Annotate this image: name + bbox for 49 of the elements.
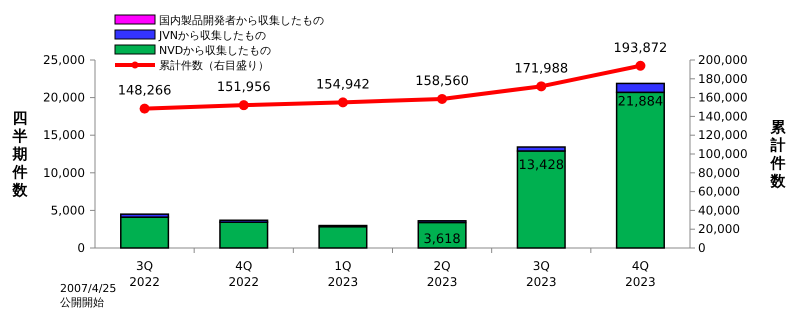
y2-tick-label: 0 bbox=[698, 241, 706, 255]
y2-tick-label: 180,000 bbox=[698, 72, 748, 86]
y2-tick-label: 140,000 bbox=[698, 109, 748, 124]
x-tick-label: 4Q 2023 bbox=[625, 259, 656, 289]
legend-label: NVDから収集したもの bbox=[159, 44, 272, 57]
legend-label: 国内製品開発者から収集したもの bbox=[159, 14, 324, 27]
point bbox=[635, 60, 646, 71]
bar bbox=[516, 150, 566, 249]
bar bbox=[318, 226, 368, 249]
x-tick-label: 2Q 2023 bbox=[426, 259, 458, 289]
y-tick-label: 20,000 bbox=[43, 90, 85, 105]
y-tick-label: 5,000 bbox=[50, 203, 85, 218]
point bbox=[536, 81, 546, 92]
data-label: 154,942 bbox=[316, 77, 370, 92]
y2-tick-label: 100,000 bbox=[698, 147, 748, 161]
total-label: 13,428 bbox=[518, 158, 564, 174]
y2-tick-label: 160,000 bbox=[698, 90, 748, 105]
point bbox=[437, 94, 448, 104]
legend-label: JVNから収集したもの bbox=[158, 29, 266, 42]
y2-tick-label: 120,000 bbox=[698, 128, 748, 142]
x-tick-label: 4Q 2022 bbox=[228, 259, 260, 289]
text: 2007/4/25 公開開始 bbox=[60, 282, 116, 309]
y-tick-label: 0 bbox=[77, 241, 85, 255]
bar bbox=[219, 221, 268, 249]
y-tick-label: 25,000 bbox=[43, 53, 85, 67]
x-tick-label: 1Q 2023 bbox=[328, 259, 358, 289]
y2-axis-title: 累計件数 bbox=[770, 118, 786, 190]
y2-tick-label: 200,000 bbox=[698, 53, 748, 67]
x-tick-label: 3Q 2023 bbox=[526, 259, 557, 289]
legend-label: 累計件数（右目盛り） bbox=[159, 59, 269, 72]
y-axis-title: 四半期件数 bbox=[12, 109, 28, 199]
point bbox=[140, 104, 150, 114]
total-label: 21,884 bbox=[618, 94, 664, 110]
data-label: 148,266 bbox=[118, 84, 172, 99]
point bbox=[338, 97, 348, 108]
y2-tick-label: 80,000 bbox=[698, 166, 740, 180]
y2-tick-label: 20,000 bbox=[698, 222, 740, 236]
total-label: 3,618 bbox=[423, 232, 461, 247]
data-label: 151,956 bbox=[216, 80, 271, 96]
bar bbox=[120, 216, 170, 249]
y2-tick-label: 40,000 bbox=[698, 203, 740, 218]
data-label: 158,560 bbox=[415, 74, 469, 89]
data-label: 193,872 bbox=[614, 40, 668, 56]
data-label: 171,988 bbox=[514, 61, 568, 76]
point bbox=[238, 100, 249, 110]
y-tick-label: 15,000 bbox=[43, 128, 85, 142]
x-tick-label: 3Q 2022 bbox=[129, 259, 160, 289]
y-tick-label: 10,000 bbox=[43, 166, 85, 180]
y2-tick-label: 60,000 bbox=[698, 184, 740, 199]
